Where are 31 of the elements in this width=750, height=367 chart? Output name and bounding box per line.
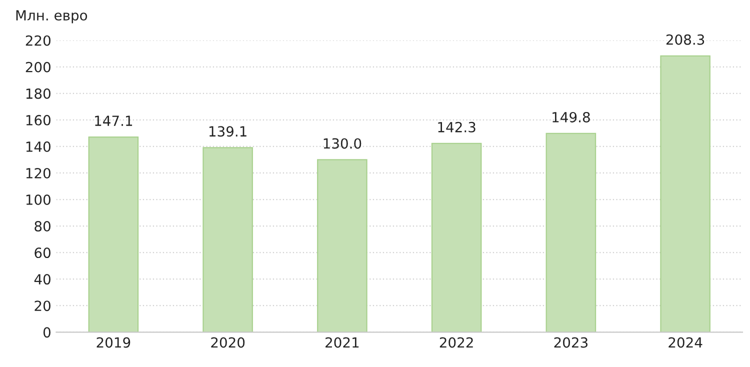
x-tick-label: 2022 xyxy=(440,337,473,348)
bar xyxy=(431,142,482,332)
y-tick-label: 60 xyxy=(34,248,50,258)
y-tick-label: 180 xyxy=(26,88,50,99)
data-label: 147.1 xyxy=(95,116,132,126)
data-label: 130.0 xyxy=(324,138,362,149)
y-tick-label: 40 xyxy=(34,274,50,285)
y-tick-label: 100 xyxy=(26,194,50,205)
y-tick-label: 200 xyxy=(26,62,50,72)
y-axis-title: Млн. евро xyxy=(16,10,88,24)
x-tick-label: 2021 xyxy=(326,337,359,348)
y-tick-label: 120 xyxy=(26,168,50,178)
y-tick-label: 160 xyxy=(26,114,50,126)
data-label: 142.3 xyxy=(438,122,476,132)
x-tick-label: 2019 xyxy=(96,337,130,348)
y-tick-label: 0 xyxy=(43,327,50,338)
y-tick-label: 220 xyxy=(26,35,50,46)
data-label: 139.1 xyxy=(209,126,246,137)
data-label: 149.8 xyxy=(552,112,590,122)
y-tick-label: 80 xyxy=(34,221,50,232)
bar xyxy=(317,159,368,332)
x-tick-label: 2024 xyxy=(668,337,702,348)
bar xyxy=(88,136,139,332)
data-label: 208.3 xyxy=(666,34,704,45)
bar xyxy=(202,147,253,332)
y-tick-label: 140 xyxy=(26,141,50,152)
bar xyxy=(546,132,596,332)
x-tick-label: 2023 xyxy=(554,337,588,348)
bar xyxy=(660,55,710,332)
x-tick-label: 2020 xyxy=(211,337,245,348)
y-tick-label: 20 xyxy=(34,300,50,312)
